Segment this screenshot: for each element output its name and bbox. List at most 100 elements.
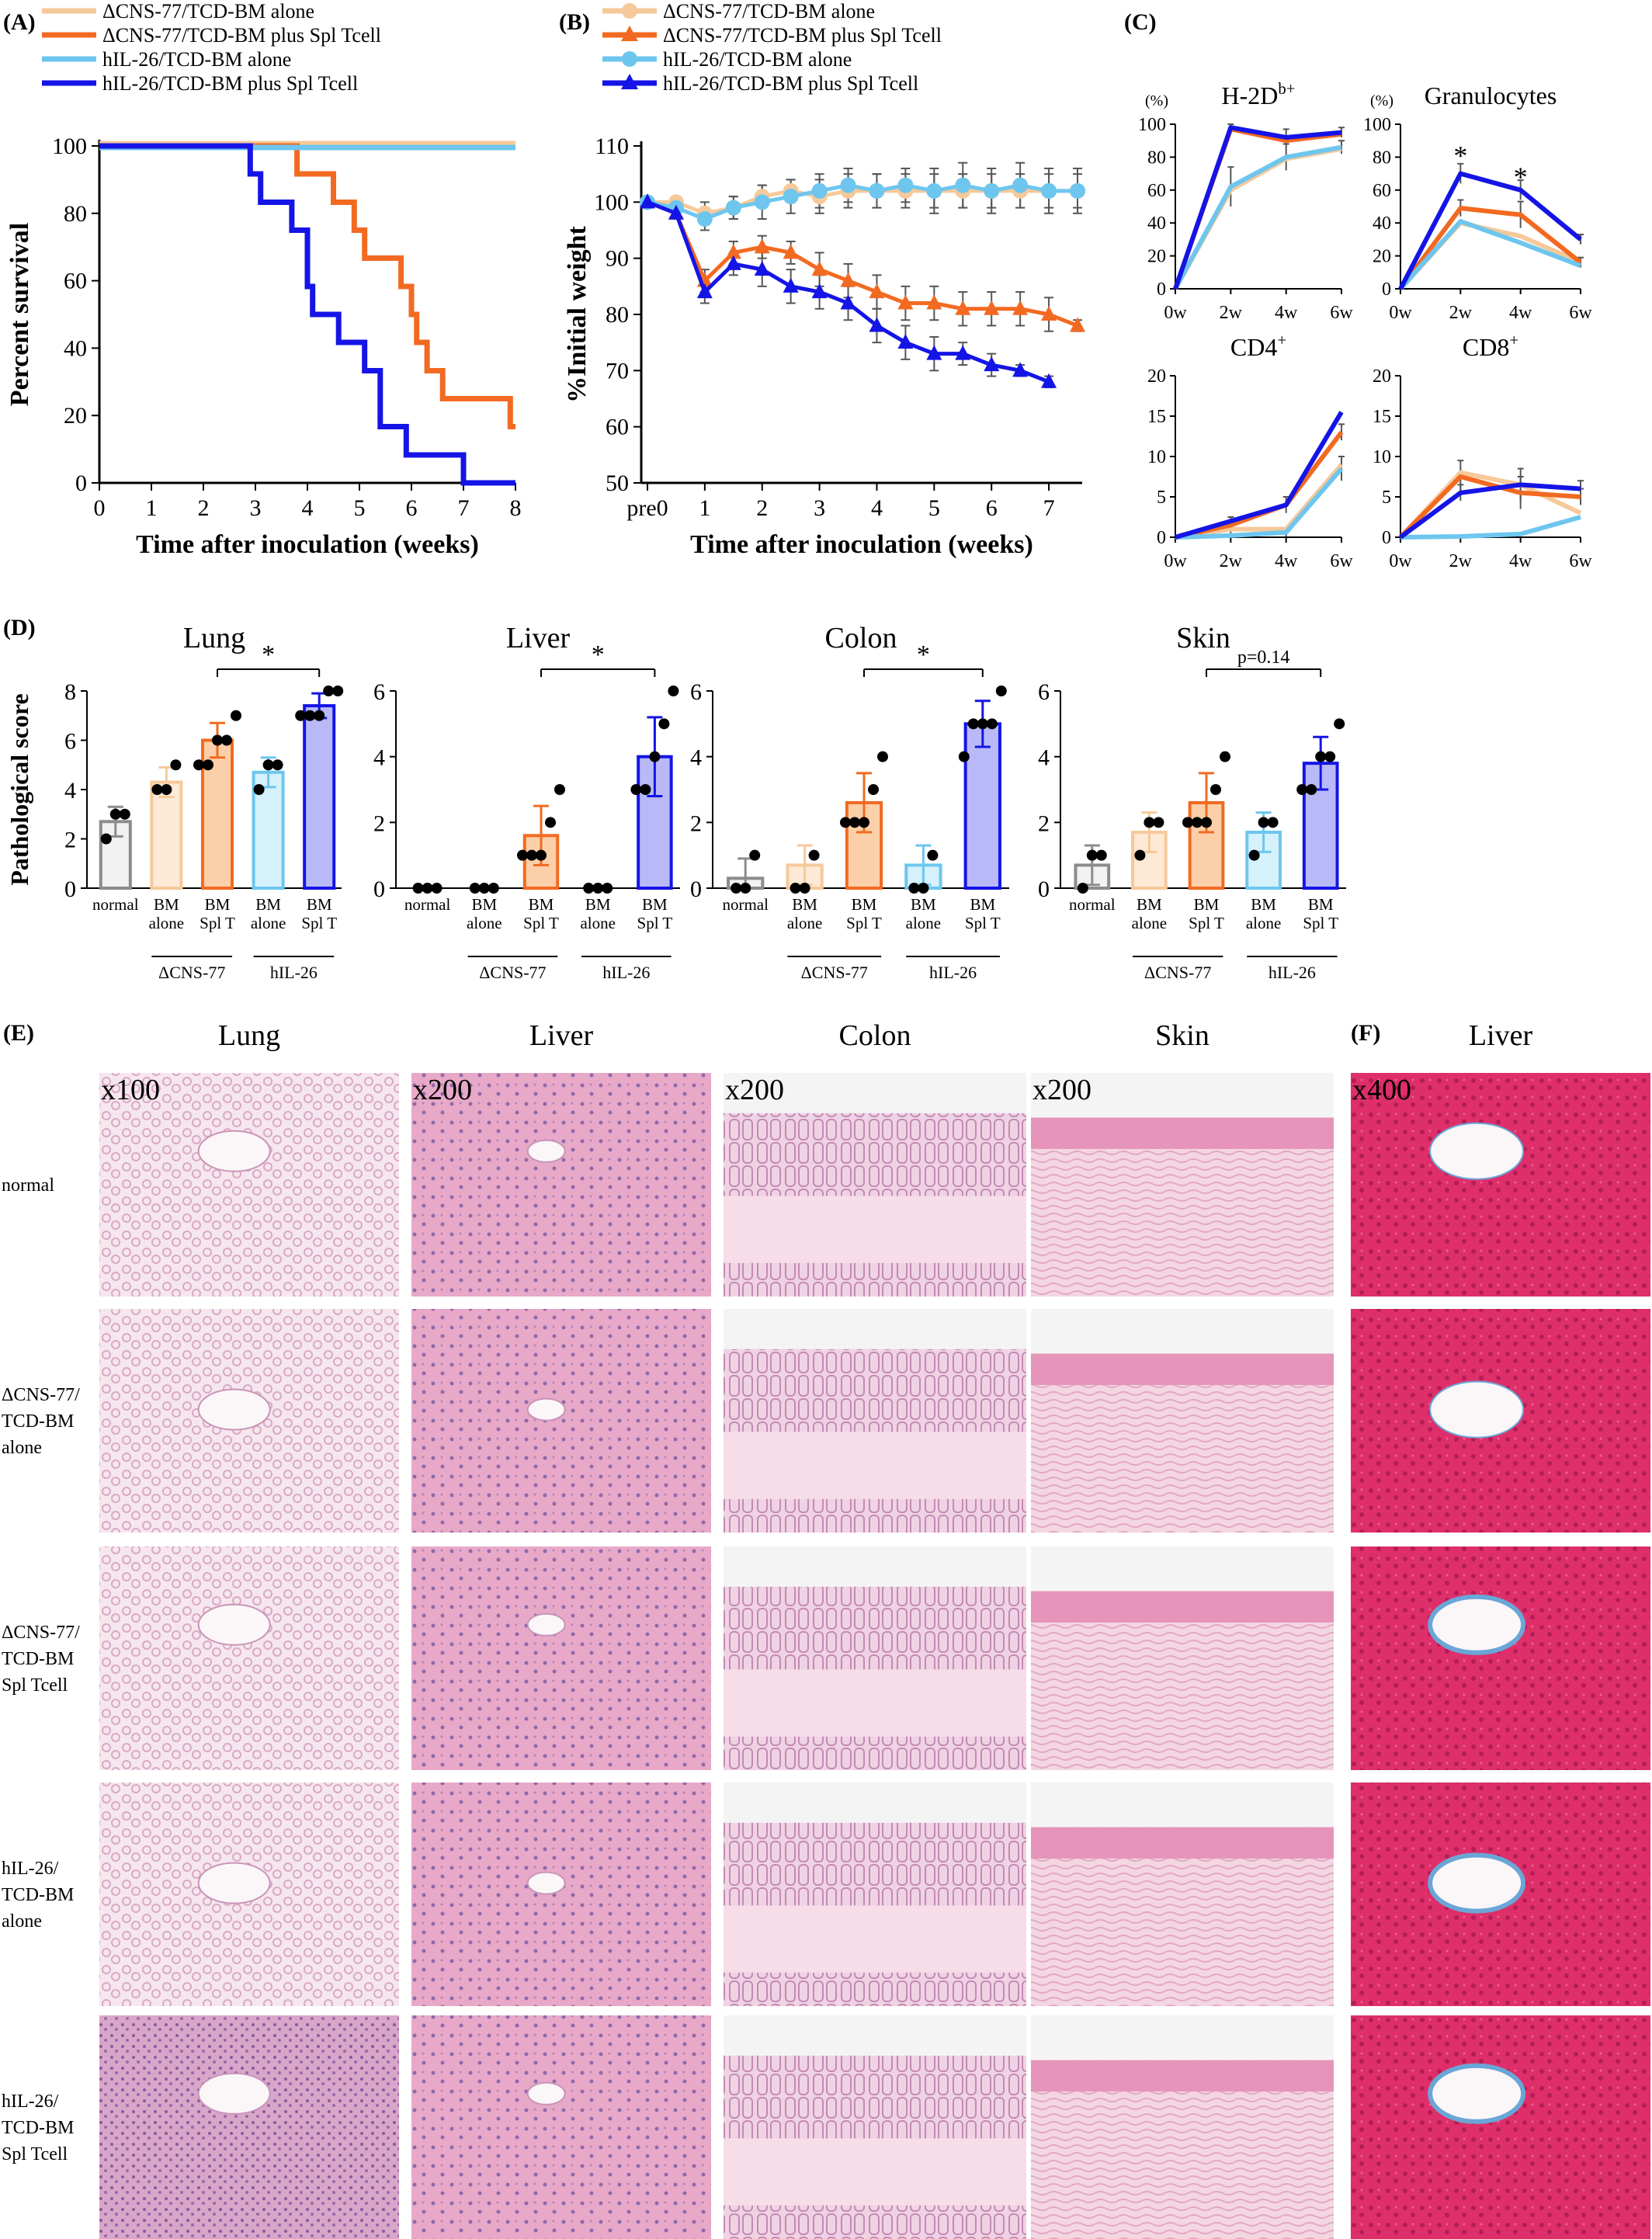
legend-label-hil-spl: hIL-26/TCD-BM plus Spl Tcell bbox=[102, 72, 358, 95]
d2-data-point bbox=[583, 883, 595, 894]
d3-bar-hil-spl bbox=[963, 722, 1001, 890]
micrograph-background bbox=[1031, 1309, 1334, 1354]
micrograph-lung bbox=[99, 1546, 399, 1770]
c4-x-tick-label: 0w bbox=[1389, 551, 1412, 571]
d3-data-point bbox=[958, 751, 970, 762]
e-column-title: Liver bbox=[529, 1019, 594, 1052]
d4-data-point bbox=[1086, 849, 1098, 861]
d4-data-point bbox=[1258, 817, 1269, 828]
micrograph-vessel bbox=[1429, 1122, 1525, 1180]
c4-series-dcns-alone bbox=[1398, 470, 1582, 540]
b-point-dcns-spl bbox=[1012, 300, 1029, 315]
d1-category-label: BM bbox=[154, 895, 179, 914]
d3-category-label: Spl T bbox=[846, 914, 882, 932]
b-point-hil-alone bbox=[1041, 182, 1057, 199]
d4-y-tick-label: 4 bbox=[1038, 745, 1050, 771]
d4-group-label: hIL-26 bbox=[1268, 963, 1316, 982]
d4-data-point bbox=[1201, 817, 1212, 828]
d1-y-tick-label: 2 bbox=[64, 828, 76, 853]
c3-title-main: CD4 bbox=[1230, 333, 1277, 361]
d3-group-label: hIL-26 bbox=[929, 963, 977, 982]
c4-series-hil-spl bbox=[1399, 482, 1581, 540]
d3-data-point bbox=[840, 817, 851, 828]
d3-data-point bbox=[740, 883, 751, 894]
d2-data-point bbox=[517, 849, 528, 861]
b-point-dcns-spl bbox=[984, 300, 1000, 315]
c4-y-tick-label: 0 bbox=[1382, 528, 1391, 548]
c1-y-tick-label: 60 bbox=[1147, 181, 1166, 201]
b-y-tick-label: 110 bbox=[595, 134, 629, 159]
d3-data-point bbox=[731, 883, 742, 894]
d3-title: Colon bbox=[825, 622, 897, 654]
d3-data-point bbox=[799, 883, 810, 894]
d1-y-tick-label: 4 bbox=[64, 778, 76, 804]
b-point-hil-alone bbox=[725, 200, 741, 216]
c3-series-hil-alone bbox=[1175, 467, 1344, 540]
e-row-label: normal bbox=[2, 1175, 54, 1196]
d3-category-label: alone bbox=[906, 914, 941, 932]
b-point-hil-spl bbox=[1041, 373, 1057, 388]
micrograph-vessel bbox=[526, 2081, 566, 2105]
a-x-tick-label: 0 bbox=[94, 495, 106, 521]
b-point-hil-alone bbox=[926, 182, 942, 199]
b-x-tick-label: 3 bbox=[814, 495, 825, 521]
d3-data-point bbox=[749, 849, 761, 861]
c2-y-tick-label: 100 bbox=[1363, 115, 1391, 135]
b-y-tick-label: 50 bbox=[606, 470, 629, 496]
legend-marker-hil-spl bbox=[621, 74, 638, 89]
d3-y-tick-label: 2 bbox=[690, 811, 702, 836]
d2-category-label: normal bbox=[404, 895, 451, 914]
d2-category-label: BM bbox=[642, 895, 668, 914]
micrograph-liver bbox=[411, 1783, 711, 2006]
d4-category-label: BM bbox=[1251, 895, 1276, 914]
b-point-hil-alone bbox=[1012, 177, 1029, 193]
d4-category-label: Spl T bbox=[1303, 914, 1338, 932]
a-y-tick-label: 100 bbox=[52, 134, 87, 159]
d4-data-point bbox=[1334, 718, 1345, 730]
b-point-hil-alone bbox=[696, 211, 713, 227]
d3-data-point bbox=[908, 883, 920, 894]
b-x-tick-label: 4 bbox=[871, 495, 883, 521]
d1-data-point bbox=[119, 808, 130, 820]
d2-data-point bbox=[469, 883, 481, 894]
d3-data-point bbox=[859, 817, 869, 828]
d4-significance-label: p=0.14 bbox=[1237, 647, 1290, 668]
magnification-label: x200 bbox=[1032, 1074, 1092, 1106]
d4-category-label: BM bbox=[1137, 895, 1162, 914]
d2-category-label: Spl T bbox=[523, 914, 559, 932]
c4-title-main: CD8 bbox=[1463, 333, 1509, 361]
micrograph-liver bbox=[411, 1073, 711, 1297]
d1-data-point bbox=[170, 759, 182, 771]
micrograph-muscle-layer bbox=[724, 1905, 1026, 1973]
b-point-dcns-spl bbox=[897, 294, 914, 310]
d1-data-point bbox=[332, 686, 344, 696]
d2-category-label: alone bbox=[467, 914, 502, 932]
legend-label-dcns-spl: ΔCNS-77/TCD-BM plus Spl Tcell bbox=[102, 24, 381, 47]
c2-significance-star: * bbox=[1453, 141, 1467, 172]
micrograph-vessel bbox=[526, 1139, 566, 1163]
c1-y-tick-label: 80 bbox=[1147, 148, 1166, 168]
c2-y-tick-label: 60 bbox=[1373, 181, 1391, 201]
b-point-hil-spl bbox=[869, 317, 885, 332]
micrograph-vessel bbox=[197, 1862, 271, 1904]
c3-y-tick-label: 15 bbox=[1147, 407, 1166, 427]
c1-x-tick-label: 2w bbox=[1220, 303, 1243, 323]
e-column-title: Lung bbox=[218, 1019, 280, 1052]
micrograph-lumen bbox=[724, 1073, 1026, 1113]
d2-data-point bbox=[488, 883, 499, 894]
d2-data-point bbox=[602, 883, 613, 894]
d4-data-point bbox=[1324, 751, 1336, 762]
b-point-hil-alone bbox=[984, 182, 1000, 199]
d2-data-point bbox=[412, 883, 424, 894]
micrograph-epidermis bbox=[1031, 1591, 1334, 1623]
b-x-tick-label: pre0 bbox=[626, 495, 668, 521]
c3-title: CD4+ bbox=[1230, 332, 1286, 361]
d4-data-point bbox=[1182, 817, 1193, 828]
c1-y-tick-label: 100 bbox=[1138, 115, 1166, 135]
d2-data-point bbox=[649, 751, 661, 762]
a-y-tick-label: 60 bbox=[64, 269, 87, 294]
d3-data-point bbox=[927, 849, 939, 861]
d1-data-point bbox=[231, 710, 241, 721]
d1-data-point bbox=[262, 759, 274, 771]
c4-y-tick-label: 10 bbox=[1373, 447, 1391, 467]
